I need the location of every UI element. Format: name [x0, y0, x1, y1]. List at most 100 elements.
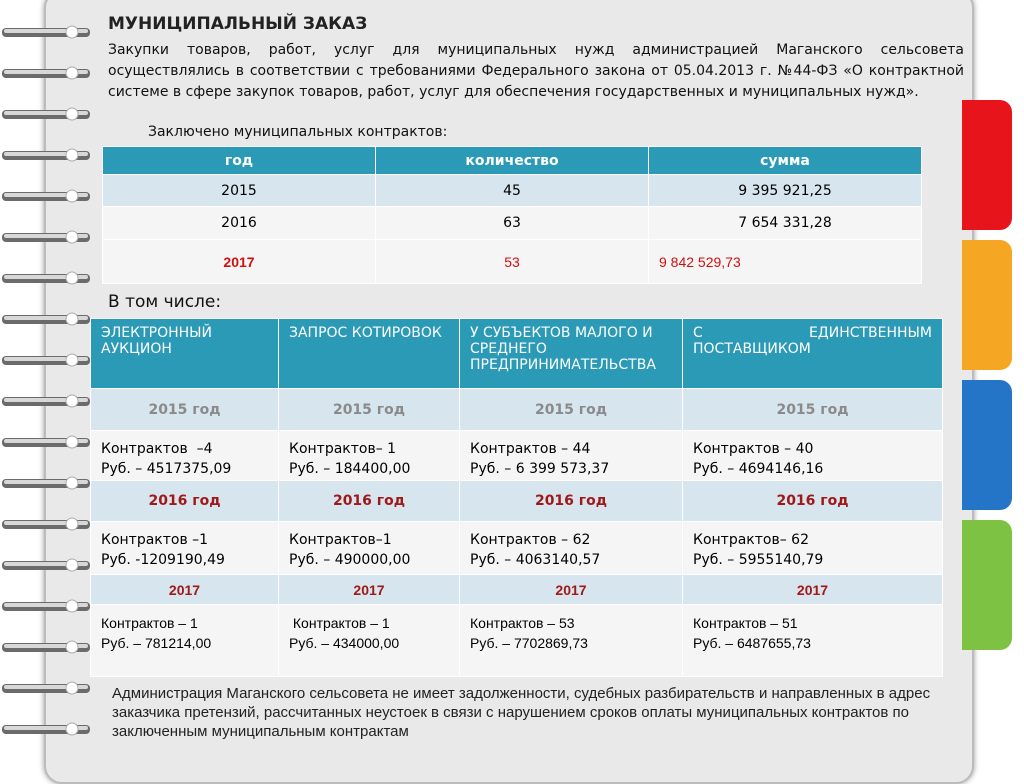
data-cell: Контрактов – 51 Руб. – 6487655,73 [682, 604, 943, 677]
tab [962, 380, 1012, 510]
ring [2, 353, 90, 367]
ring [2, 107, 90, 121]
header-cell: С ЕДИНСТВЕННЫМ ПОСТАВЩИКОМ [682, 318, 943, 389]
data-row: Контрактов –1 Руб. -1209190,49 Контрактов–… [90, 521, 943, 575]
row: 2016 63 7 654 331,28 [102, 206, 922, 240]
ring [2, 394, 90, 408]
year-cell: 2017 [459, 574, 683, 605]
year-cell: 2015 год [682, 388, 943, 431]
line: Контрактов –4 [101, 441, 213, 457]
data-cell: Контрактов – 53 Руб. – 7702869,73 [459, 604, 683, 677]
cell: 9 842 529,73 [648, 239, 922, 284]
line: Контрактов – 40 [693, 441, 814, 457]
cell: 2017 [102, 239, 376, 284]
line: Руб. -1209190,49 [101, 552, 225, 568]
data-cell: Контрактов – 1 Руб. – 434000,00 [278, 604, 460, 677]
ring [2, 230, 90, 244]
ring [2, 640, 90, 654]
data-row: Контрактов – 1 Руб. – 781214,00 Контракто… [90, 604, 943, 677]
year-cell: 2016 год [278, 480, 460, 522]
header-row: год количество сумма [102, 146, 922, 175]
data-cell: Контрактов– 1 Руб. – 184400,00 [278, 430, 460, 481]
ring [2, 681, 90, 695]
year-row: 2016 год 2016 год 2016 год 2016 год [90, 480, 943, 522]
cell: 63 [375, 206, 649, 240]
year-cell: 2017 [682, 574, 943, 605]
ring [2, 722, 90, 736]
tab [962, 520, 1012, 650]
year-row: 2015 год 2015 год 2015 год 2015 год [90, 388, 943, 431]
data-cell: Контрактов – 44 Руб. – 6 399 573,37 [459, 430, 683, 481]
line: Руб. – 781214,00 [101, 635, 212, 651]
line: Контрактов–1 [289, 532, 392, 548]
cell: 7 654 331,28 [648, 206, 922, 240]
line: Контрактов – 44 [470, 441, 591, 457]
year-cell: 2015 год [459, 388, 683, 431]
header-cell: сумма [648, 146, 922, 175]
line: Контрактов– 62 [693, 532, 809, 548]
intro: Закупки товаров, работ, услуг для муници… [108, 42, 964, 100]
breakdown-table: ЭЛЕКТРОННЫЙ АУКЦИОН ЗАПРОС КОТИРОВОК У СУБ… [90, 318, 943, 677]
cell: 2016 [102, 206, 376, 240]
cell: 9 395 921,25 [648, 174, 922, 207]
data-cell: Контрактов – 1 Руб. – 781214,00 [90, 604, 279, 677]
year-cell: 2016 год [90, 480, 279, 522]
ring [2, 476, 90, 490]
title: МУНИЦИПАЛЬНЫЙ ЗАКАЗ [108, 14, 368, 34]
year-cell: 2015 год [278, 388, 460, 431]
ring [2, 25, 90, 39]
year-row: 2017 2017 2017 2017 [90, 574, 943, 605]
year-cell: 2017 [278, 574, 460, 605]
header-cell: У СУБЪЕКТОВ МАЛОГО И СРЕДНЕГО ПРЕДПРИНИМ… [459, 318, 683, 389]
year-cell: 2017 [90, 574, 279, 605]
line: Контрактов – 53 [470, 615, 575, 631]
footer: Администрация Маганского сельсовета не и… [112, 685, 931, 740]
line: Контрактов– 1 [289, 441, 397, 457]
spiral [2, 25, 90, 736]
line: Руб. – 6487655,73 [693, 635, 811, 651]
ring [2, 517, 90, 531]
subheading: В том числе: [108, 292, 222, 312]
line: Руб. – 7702869,73 [470, 635, 588, 651]
header-cell: ЗАПРОС КОТИРОВОК [278, 318, 460, 389]
ring [2, 148, 90, 162]
ring [2, 558, 90, 572]
ring [2, 66, 90, 80]
line: Контрактов – 51 [693, 615, 798, 631]
line: Контрактов – 1 [289, 615, 390, 631]
cell: 45 [375, 174, 649, 207]
row: 2015 45 9 395 921,25 [102, 174, 922, 207]
data-cell: Контрактов –4 Руб. – 4517375,09 [90, 430, 279, 481]
line: Руб. – 4694146,16 [693, 461, 824, 477]
year-cell: 2016 год [459, 480, 683, 522]
data-cell: Контрактов– 62 Руб. – 5955140,79 [682, 521, 943, 575]
line: Контрактов – 1 [101, 615, 198, 631]
line: Руб. – 434000,00 [289, 635, 400, 651]
data-cell: Контрактов – 40 Руб. – 4694146,16 [682, 430, 943, 481]
header-row: ЭЛЕКТРОННЫЙ АУКЦИОН ЗАПРОС КОТИРОВОК У СУБ… [90, 318, 943, 389]
line: Руб. – 4063140,57 [470, 552, 601, 568]
line: Руб. – 5955140,79 [693, 552, 824, 568]
ring [2, 312, 90, 326]
ring [2, 435, 90, 449]
year-cell: 2015 год [90, 388, 279, 431]
summary-table: год количество сумма 2015 45 9 395 921,25 2016… [102, 146, 922, 284]
ring [2, 271, 90, 285]
line: Контрактов – 62 [470, 532, 591, 548]
line: Руб. – 490000,00 [289, 552, 411, 568]
header-cell: количество [375, 146, 649, 175]
data-cell: Контрактов –1 Руб. -1209190,49 [90, 521, 279, 575]
ring [2, 189, 90, 203]
cell: 2015 [102, 174, 376, 207]
year-cell: 2016 год [682, 480, 943, 522]
data-cell: Контрактов–1 Руб. – 490000,00 [278, 521, 460, 575]
header-cell: год [102, 146, 376, 175]
tab [962, 240, 1012, 370]
tab [962, 100, 1012, 230]
header-cell: ЭЛЕКТРОННЫЙ АУКЦИОН [90, 318, 279, 389]
caption: Заключено муниципальных контрактов: [148, 124, 448, 140]
line: Руб. – 4517375,09 [101, 461, 232, 477]
line: Руб. – 184400,00 [289, 461, 411, 477]
data-row: Контрактов –4 Руб. – 4517375,09 Контрактов… [90, 430, 943, 481]
